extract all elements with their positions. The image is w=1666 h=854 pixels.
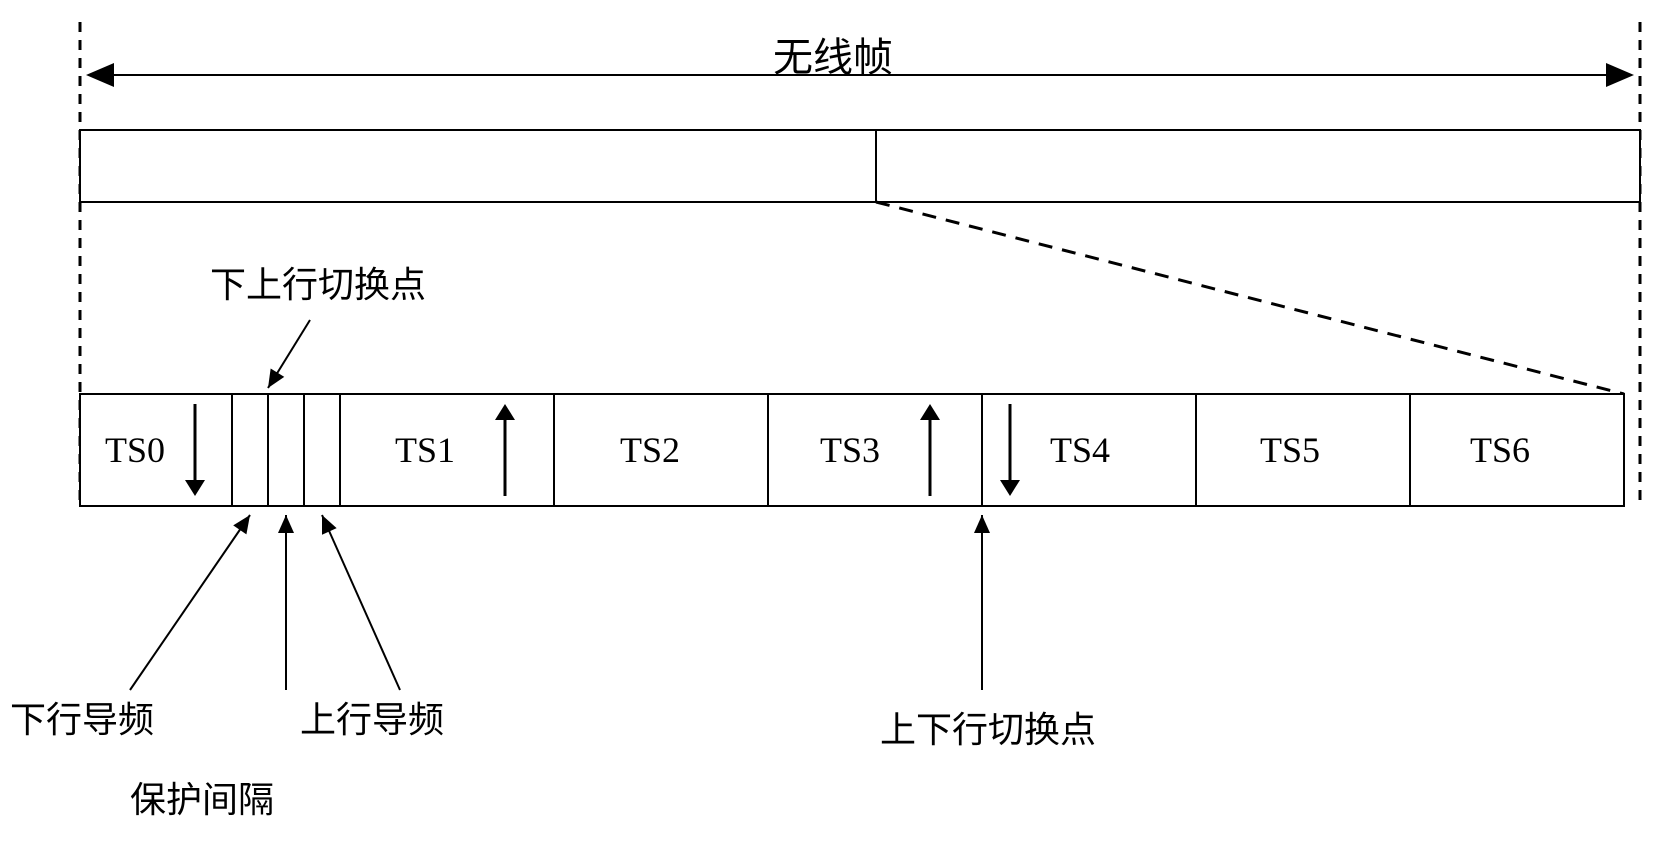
slot-label-TS0: TS0 bbox=[90, 432, 180, 468]
slot-label-TS1: TS1 bbox=[380, 432, 470, 468]
frame-title: 无线帧 bbox=[0, 38, 1666, 78]
slot-label-TS6: TS6 bbox=[1455, 432, 1545, 468]
slot-label-TS4: TS4 bbox=[1035, 432, 1125, 468]
dl-pilot-label: 下行导频 bbox=[10, 702, 154, 738]
diagram-svg bbox=[0, 0, 1666, 854]
ul-pilot-label: 上行导频 bbox=[300, 702, 444, 738]
ul-dl-switch-label: 上下行切换点 bbox=[880, 712, 1096, 748]
slot-label-TS5: TS5 bbox=[1245, 432, 1335, 468]
dl-ul-switch-label: 下上行切换点 bbox=[210, 267, 426, 303]
guard-interval-label: 保护间隔 bbox=[130, 782, 274, 818]
slot-label-TS2: TS2 bbox=[605, 432, 695, 468]
slot-label-TS3: TS3 bbox=[805, 432, 895, 468]
frame-diagram: 无线帧 TS0 TS1 TS2 TS3 TS4 TS5 TS6 下上行切换点下行导频保护间隔 上行… bbox=[0, 0, 1666, 854]
